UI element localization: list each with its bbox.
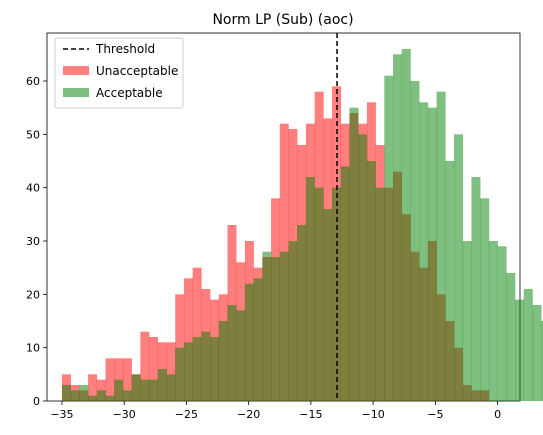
bar-acceptable: [271, 257, 281, 401]
bar-acceptable: [541, 321, 543, 401]
x-tick-label: −15: [299, 408, 322, 421]
bar-acceptable: [105, 395, 115, 401]
bar-acceptable: [218, 321, 228, 401]
y-tick-label: 20: [26, 288, 40, 301]
bar-acceptable: [314, 187, 324, 401]
x-tick-label: 0: [494, 408, 501, 421]
y-tick-label: 40: [26, 182, 40, 195]
bar-acceptable: [462, 241, 472, 401]
bar-acceptable: [375, 187, 385, 401]
bar-acceptable: [305, 177, 315, 401]
bar-acceptable: [515, 299, 525, 401]
x-tick-label: −10: [362, 408, 385, 421]
bar-acceptable: [436, 91, 446, 402]
legend-threshold-label: Threshold: [95, 42, 155, 56]
bar-acceptable: [192, 337, 202, 401]
bar-acceptable: [497, 246, 507, 401]
bar-unacceptable: [192, 267, 202, 401]
bar-acceptable: [279, 251, 289, 401]
bar-acceptable: [201, 331, 211, 401]
bar-acceptable: [480, 198, 490, 401]
bar-acceptable: [297, 225, 307, 401]
bar-acceptable: [358, 134, 368, 401]
bar-acceptable: [122, 390, 132, 401]
bar-acceptable: [262, 251, 272, 401]
bar-acceptable: [340, 166, 350, 401]
bar-acceptable: [166, 374, 176, 401]
bar-acceptable: [471, 177, 481, 401]
bar-acceptable: [96, 390, 106, 401]
bar-unacceptable: [183, 278, 193, 401]
bar-acceptable: [157, 369, 167, 401]
bar-acceptable: [506, 273, 516, 401]
bar-acceptable: [61, 385, 71, 401]
bar-unacceptable: [140, 331, 150, 401]
bar-acceptable: [445, 161, 455, 401]
bar-unacceptable: [149, 337, 159, 401]
chart-title: Norm LP (Sub) (aoc): [212, 12, 353, 28]
legend: Threshold Unacceptable Acceptable: [54, 37, 184, 109]
x-tick-label: −25: [175, 408, 198, 421]
bar-acceptable: [488, 241, 498, 401]
bar-acceptable: [366, 161, 376, 401]
bar-acceptable: [323, 209, 333, 401]
y-axis: 0 10 20 30 40 50 60: [26, 75, 47, 408]
bar-unacceptable: [166, 342, 176, 401]
bar-acceptable: [210, 337, 220, 401]
legend-unacceptable-label: Unacceptable: [96, 64, 178, 78]
bar-unacceptable: [105, 358, 115, 401]
x-tick-label: −30: [113, 408, 136, 421]
bar-acceptable: [393, 54, 403, 401]
y-tick-label: 50: [26, 128, 40, 141]
bar-unacceptable: [114, 358, 124, 401]
x-tick-label: −5: [427, 408, 443, 421]
y-tick-label: 0: [33, 395, 40, 408]
bar-acceptable: [140, 379, 150, 401]
bar-acceptable: [236, 310, 246, 401]
bar-unacceptable: [122, 358, 132, 401]
legend-acceptable-swatch: [63, 88, 89, 97]
bar-acceptable: [244, 283, 254, 401]
bar-unacceptable: [88, 374, 98, 401]
bar-acceptable: [131, 374, 141, 401]
bars-acceptable: [61, 49, 543, 402]
x-tick-label: −35: [50, 408, 73, 421]
bar-acceptable: [427, 107, 437, 402]
bar-acceptable: [384, 75, 394, 402]
bar-acceptable: [419, 102, 429, 401]
bar-unacceptable: [175, 294, 185, 401]
bar-acceptable: [227, 305, 237, 401]
bar-acceptable: [88, 395, 98, 401]
bar-acceptable: [523, 289, 533, 401]
y-tick-label: 60: [26, 75, 40, 88]
y-tick-label: 10: [26, 342, 40, 355]
x-axis: −35 −30 −25 −20 −15 −10 −5 0: [50, 401, 501, 421]
bar-acceptable: [288, 241, 298, 401]
bar-acceptable: [532, 305, 542, 401]
bar-acceptable: [454, 134, 464, 401]
bar-acceptable: [175, 347, 185, 401]
bar-acceptable: [70, 390, 80, 401]
bar-acceptable: [79, 385, 89, 401]
bar-acceptable: [149, 379, 159, 401]
bar-acceptable: [349, 107, 359, 402]
legend-acceptable-label: Acceptable: [96, 86, 163, 100]
y-tick-label: 30: [26, 235, 40, 248]
bar-acceptable: [401, 49, 411, 401]
bar-acceptable: [114, 379, 124, 401]
x-tick-label: −20: [237, 408, 260, 421]
bar-acceptable: [410, 81, 420, 401]
bar-acceptable: [183, 342, 193, 401]
bar-acceptable: [332, 187, 342, 401]
bar-acceptable: [253, 278, 263, 401]
legend-unacceptable-swatch: [63, 66, 89, 75]
